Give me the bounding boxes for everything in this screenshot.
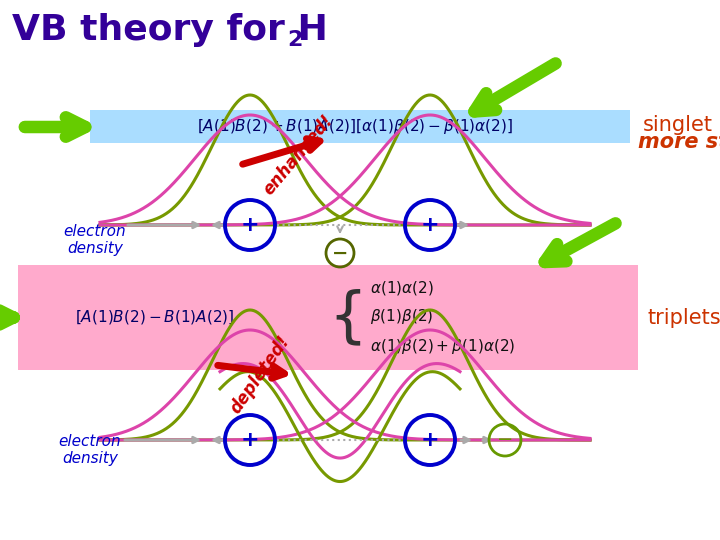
Text: +: + [420,215,439,235]
Text: triplets: triplets [648,307,720,327]
Text: singlet: singlet [643,115,713,135]
Text: −: − [332,244,348,262]
Text: more stable: more stable [638,132,720,152]
Text: electron
density: electron density [59,434,121,466]
Text: depleted!: depleted! [227,333,293,417]
Text: electron
density: electron density [63,224,126,256]
Text: $[A(1)B(2)-B(1)A(2)]$: $[A(1)B(2)-B(1)A(2)]$ [75,308,235,327]
Text: 2: 2 [287,30,302,50]
Text: +: + [240,215,259,235]
Text: +: + [240,430,259,450]
FancyBboxPatch shape [90,110,630,143]
Text: −: − [497,430,513,449]
Text: $[A(1)B(2)+B(1)A(2)][\alpha(1)\beta(2)-\beta(1)\alpha(2)]$: $[A(1)B(2)+B(1)A(2)][\alpha(1)\beta(2)-\… [197,117,513,136]
Text: VB theory for H: VB theory for H [12,13,328,47]
FancyBboxPatch shape [18,265,638,370]
Text: enhanced!: enhanced! [259,111,337,199]
Text: {: { [328,288,367,347]
Text: $\alpha(1)\alpha(2)$: $\alpha(1)\alpha(2)$ [370,279,434,297]
Text: $\beta(1)\beta(2)$: $\beta(1)\beta(2)$ [370,307,433,327]
Text: +: + [420,430,439,450]
Text: $\alpha(1)\beta(2)+\beta(1)\alpha(2)$: $\alpha(1)\beta(2)+\beta(1)\alpha(2)$ [370,338,516,356]
